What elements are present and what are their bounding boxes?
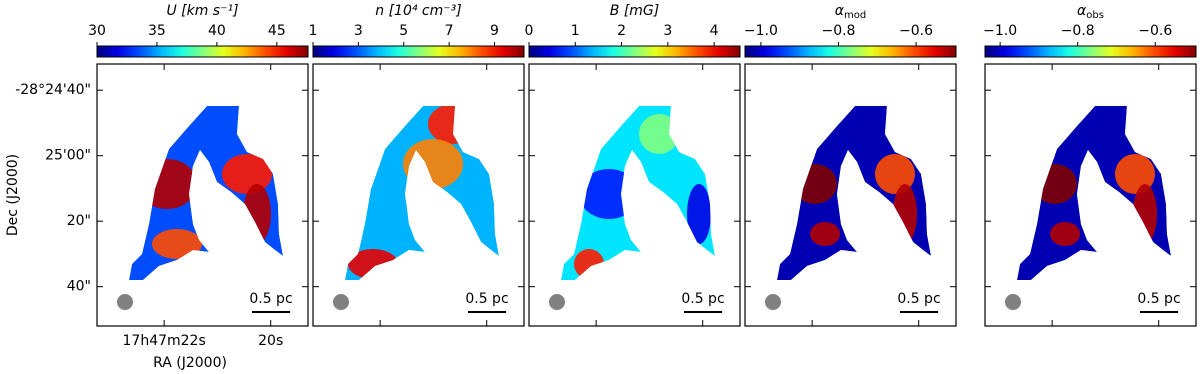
map [129, 106, 283, 280]
colorbar [528, 45, 741, 58]
colorbar-tick-label: −0.6 [1138, 23, 1172, 39]
colorbar-title: n [10⁴ cm⁻³] [375, 3, 461, 19]
beam [117, 294, 133, 310]
map-region [793, 164, 837, 204]
map-region [574, 249, 604, 279]
scale-bar-label: 0.5 pc [465, 291, 508, 307]
map-region [687, 184, 711, 244]
colorbar-tick-label: 40 [208, 23, 226, 39]
map-region [152, 229, 202, 259]
map-region [561, 106, 715, 280]
plot-frame [984, 63, 1197, 327]
scale-bar-label: 0.5 pc [249, 291, 292, 307]
map [561, 106, 715, 280]
colorbar-tick-label: 4 [710, 23, 719, 39]
colorbar-title: αmod [835, 3, 866, 21]
beam [1005, 294, 1021, 310]
title-text: n [10⁴ cm⁻³] [375, 3, 461, 19]
title-text: U [km s⁻¹] [166, 3, 238, 19]
plot-frame [744, 63, 957, 327]
colorbar-tick-label: −0.8 [821, 23, 855, 39]
map-region [810, 222, 840, 246]
colorbar-tick-label: 45 [268, 23, 286, 39]
map [777, 106, 931, 280]
colorbar [984, 45, 1197, 58]
title-text: α [1077, 3, 1087, 19]
colorbar-tick-label: −0.6 [899, 23, 933, 39]
map-region [403, 139, 463, 189]
colorbar-title: U [km s⁻¹] [166, 3, 238, 19]
map-region [358, 184, 408, 244]
colorbar-tick-label: 35 [148, 23, 166, 39]
map-region [893, 184, 917, 244]
y-tick-label: -28°24'40" [15, 82, 91, 98]
map-region [222, 154, 272, 194]
colorbar-title: αobs [1077, 3, 1104, 21]
colorbar-tick-label: 9 [490, 23, 499, 39]
title-text: B [mG] [610, 3, 659, 19]
beam [765, 294, 781, 310]
map-region [243, 184, 271, 244]
plot-frame [528, 63, 741, 327]
colorbar-tick-label: 1 [571, 23, 580, 39]
scale-bar-label: 0.5 pc [681, 291, 724, 307]
title-text: α [835, 3, 845, 19]
x-tick-label: 20s [258, 333, 283, 349]
map-region [1133, 184, 1157, 244]
map-region [639, 114, 679, 154]
colorbar-tick-label: 3 [354, 23, 363, 39]
map-region [428, 106, 478, 144]
colorbar-tick-label: 2 [617, 23, 626, 39]
colorbar-tick-label: 30 [88, 23, 106, 39]
colorbar [744, 45, 957, 58]
y-tick-label: 20" [67, 213, 91, 229]
scale-bar-label: 0.5 pc [897, 291, 940, 307]
colorbar-tick-label: 7 [445, 23, 454, 39]
scale-bar-label: 0.5 pc [1137, 291, 1180, 307]
beam [549, 294, 565, 310]
map-region [137, 159, 197, 209]
map-region [1050, 222, 1080, 246]
x-tick-label: 17h47m22s [123, 333, 206, 349]
title-subscript: obs [1086, 10, 1104, 21]
colorbar-title: B [mG] [610, 3, 659, 19]
colorbar-tick-label: 3 [663, 23, 672, 39]
colorbar-tick-label: −0.8 [1061, 23, 1095, 39]
colorbar-tick-label: −1.0 [983, 23, 1017, 39]
title-subscript: mod [844, 10, 866, 21]
plot-frame [96, 63, 309, 327]
colorbar-tick-label: 5 [399, 23, 408, 39]
map-region [348, 249, 398, 279]
colorbar-tick-label: 1 [309, 23, 318, 39]
beam [333, 294, 349, 310]
x-axis-label: RA (J2000) [153, 355, 227, 371]
plot-frame [312, 63, 525, 327]
colorbar-tick-label: 0 [525, 23, 534, 39]
y-tick-label: 25'00" [45, 148, 91, 164]
colorbar-tick-label: −1.0 [744, 23, 778, 39]
map [1017, 106, 1171, 280]
colorbar [312, 45, 525, 58]
y-axis-label: Dec (J2000) [5, 154, 21, 236]
y-tick-label: 40" [67, 279, 91, 295]
map-region [1033, 164, 1077, 204]
map-region [579, 169, 639, 219]
colorbar [96, 45, 309, 58]
map [345, 106, 499, 280]
